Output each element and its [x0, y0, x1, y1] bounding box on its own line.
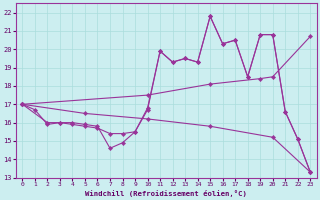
X-axis label: Windchill (Refroidissement éolien,°C): Windchill (Refroidissement éolien,°C) — [85, 190, 247, 197]
